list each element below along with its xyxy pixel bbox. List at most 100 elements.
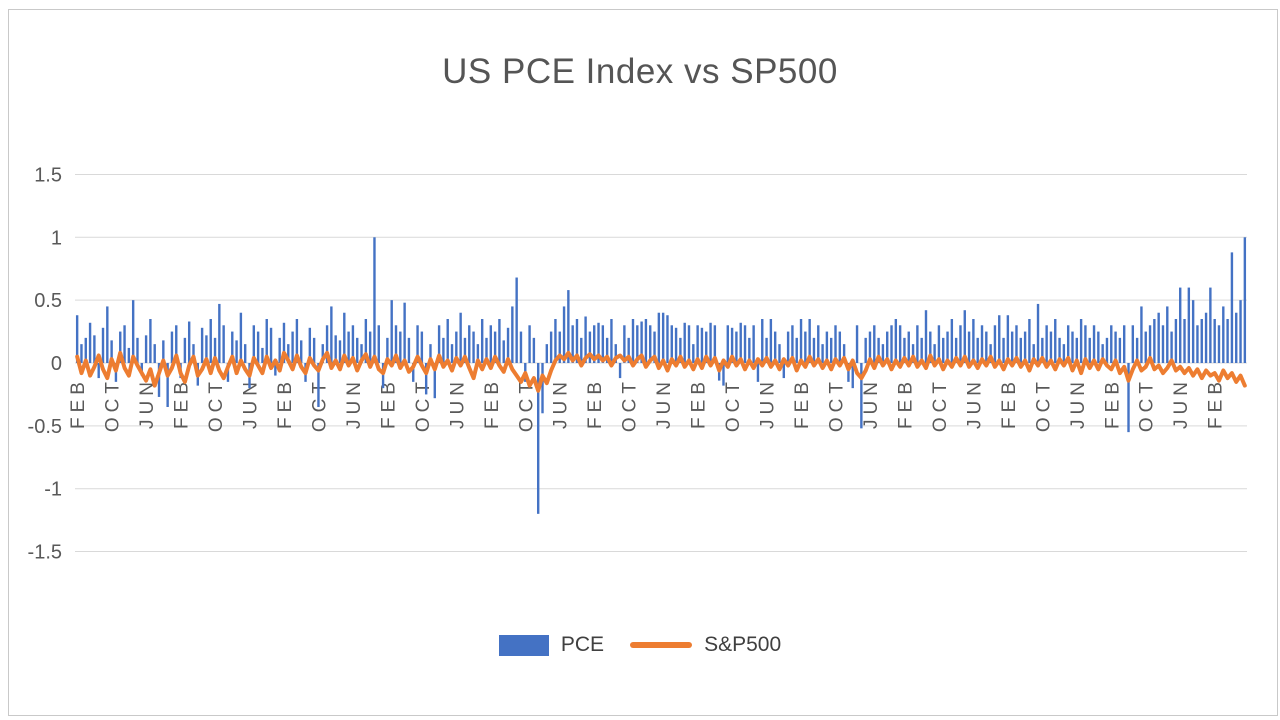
x-axis-label: OCT (723, 377, 744, 432)
pce-bar (998, 315, 1001, 363)
pce-bar (119, 331, 122, 363)
pce-bar (1217, 325, 1221, 363)
x-axis-label: JUN (861, 377, 882, 429)
pce-bar (829, 337, 833, 363)
pce-bar (1183, 319, 1186, 363)
pce-bar (782, 363, 786, 379)
pce-bar (205, 335, 208, 363)
pce-bar (1114, 331, 1117, 363)
x-axis-label: FEB (482, 377, 503, 429)
pce-bar (256, 331, 260, 363)
pce-bar (860, 363, 863, 429)
pce-bar (1148, 325, 1152, 363)
pce-bar (1222, 306, 1225, 363)
pce-bar (1058, 337, 1061, 363)
pce-bar (722, 363, 725, 386)
pce-bar (218, 303, 221, 363)
pce-bar (627, 337, 630, 363)
pce-bar (898, 325, 902, 363)
pce-bar (1209, 287, 1212, 363)
pce-bar (1122, 325, 1126, 363)
pce-bar (429, 344, 432, 363)
pce-bar (75, 315, 79, 363)
pce-bar (1110, 325, 1113, 363)
pce-bar (920, 337, 923, 363)
pce-bar (442, 337, 445, 363)
pce-bar (343, 312, 346, 363)
pce-bar (1131, 325, 1135, 363)
pce-bar (950, 319, 954, 363)
pce-bar (877, 337, 880, 363)
pce-bar (1097, 331, 1100, 363)
pce-bar (696, 325, 699, 363)
pce-bar (1041, 337, 1044, 363)
pce-bar (993, 325, 997, 363)
pce-bar (131, 300, 135, 363)
pce-bar (631, 319, 635, 363)
pce-bar (373, 237, 376, 363)
pce-bar (1002, 337, 1005, 363)
pce-bar (312, 337, 316, 363)
x-axis-label: JUN (1171, 377, 1192, 429)
pce-bar (1235, 312, 1238, 363)
pce-bar (455, 331, 458, 363)
x-axis-label: OCT (930, 377, 951, 432)
y-axis-label: -1.5 (28, 542, 62, 564)
pce-bar (1015, 325, 1018, 363)
pce-bar (282, 322, 286, 363)
pce-bar (855, 325, 859, 363)
pce-bar (842, 344, 846, 363)
pce-bar (575, 319, 579, 363)
pce-bar (468, 325, 471, 363)
pce-bar (748, 337, 751, 363)
pce-bar (506, 327, 510, 363)
pce-bar (446, 319, 449, 363)
pce-bar (584, 316, 587, 363)
x-axis-label: OCT (1033, 377, 1054, 432)
pce-bar (84, 337, 87, 363)
pce-bar (351, 325, 355, 363)
pce-bar (459, 312, 462, 363)
pce-bar (804, 331, 807, 363)
pce-bar (519, 331, 523, 363)
pce-bar (1200, 319, 1203, 363)
pce-bar (170, 331, 174, 363)
pce-bar (1045, 325, 1048, 363)
pce-bar (705, 331, 708, 363)
pce-bar (412, 363, 415, 382)
pce-bar (1187, 287, 1191, 363)
y-axis-label: -0.5 (28, 416, 62, 438)
y-axis-label: 1 (51, 227, 62, 249)
pce-bar (399, 331, 402, 363)
x-axis-label: FEB (1102, 377, 1123, 429)
pce-bar (873, 325, 876, 363)
y-axis-label: 0.5 (34, 290, 62, 312)
pce-bar (1023, 331, 1027, 363)
pce-bar (476, 344, 480, 363)
pce-bar (972, 319, 975, 363)
pce-bar (403, 302, 406, 363)
x-axis-label: JUN (964, 377, 985, 429)
pce-bar (571, 325, 574, 363)
pce-bar (489, 325, 493, 363)
pce-bar (756, 363, 760, 382)
pce-bar (894, 319, 898, 363)
pce-bar (183, 337, 187, 363)
pce-bar (1028, 319, 1031, 363)
pce-bar (817, 325, 820, 363)
pce-legend-label: PCE (560, 633, 605, 656)
pce-bar (420, 331, 424, 363)
pce-bar (881, 344, 885, 363)
pce-bar (1019, 337, 1022, 363)
pce-bar (127, 347, 131, 363)
pce-bar (528, 325, 531, 363)
pce-bar (321, 344, 324, 363)
pce-bar (416, 325, 419, 363)
pce-bar (1226, 319, 1229, 363)
pce-bar (623, 325, 626, 363)
pce-bar (209, 319, 212, 363)
pce-bar (618, 363, 622, 379)
x-axis-label: JUN (654, 377, 675, 429)
pce-bar (1196, 325, 1199, 363)
pce-bar (942, 337, 945, 363)
